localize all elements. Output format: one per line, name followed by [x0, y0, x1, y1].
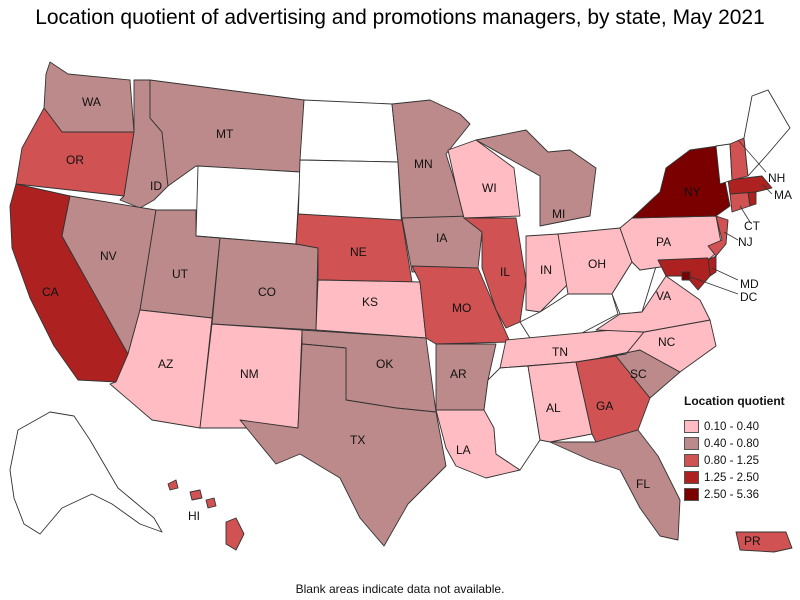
label-nv: NV	[100, 249, 117, 263]
state-il	[463, 217, 527, 329]
label-mi: MI	[552, 207, 565, 221]
us-state-map: WA OR CA ID NV MT UT AZ CO NM NE KS OK T…	[9, 61, 793, 553]
legend-label: 0.40 - 0.80	[704, 437, 759, 450]
legend-swatch	[684, 471, 699, 484]
label-wa: WA	[82, 95, 101, 109]
label-ut: UT	[172, 267, 189, 281]
state-in	[525, 233, 569, 313]
state-wy	[195, 165, 301, 245]
legend-label: 2.50 - 5.36	[704, 488, 759, 501]
legend: Location quotient 0.10 - 0.40 0.40 - 0.8…	[684, 394, 796, 503]
state-hi-4	[225, 517, 245, 551]
label-tx: TX	[350, 433, 365, 447]
state-ak	[9, 411, 163, 535]
label-ne: NE	[350, 245, 367, 259]
legend-label: 1.25 - 2.50	[704, 471, 759, 484]
legend-item: 1.25 - 2.50	[684, 469, 796, 486]
legend-item: 0.40 - 0.80	[684, 435, 796, 452]
label-mn: MN	[414, 157, 433, 171]
state-ny	[631, 145, 731, 219]
label-fl: FL	[636, 477, 650, 491]
state-az	[109, 309, 213, 429]
label-la: LA	[456, 443, 471, 457]
label-wi: WI	[482, 181, 497, 195]
state-pr	[735, 531, 793, 553]
state-co	[211, 237, 319, 331]
state-me	[743, 89, 791, 177]
legend-swatch	[684, 454, 699, 467]
label-ga: GA	[596, 399, 613, 413]
label-mo: MO	[452, 301, 471, 315]
label-id: ID	[150, 179, 162, 193]
legend-item: 2.50 - 5.36	[684, 486, 796, 503]
label-ny: NY	[684, 185, 701, 199]
label-mt: MT	[216, 127, 234, 141]
legend-item: 0.80 - 1.25	[684, 452, 796, 469]
label-al: AL	[546, 401, 561, 415]
label-nj: NJ	[738, 235, 753, 249]
label-pa: PA	[656, 235, 671, 249]
state-ct	[729, 191, 751, 213]
label-oh: OH	[588, 257, 606, 271]
state-tx	[239, 343, 447, 547]
label-ok: OK	[376, 357, 393, 371]
footnote: Blank areas indicate data not available.	[295, 582, 505, 596]
label-nh: NH	[768, 171, 785, 185]
label-ca: CA	[42, 285, 59, 299]
label-nc: NC	[658, 335, 676, 349]
legend-item: 0.10 - 0.40	[684, 418, 796, 435]
state-hi-3	[205, 497, 217, 509]
legend-swatch	[684, 437, 699, 450]
legend-swatch	[684, 488, 699, 501]
state-mn	[391, 99, 471, 221]
label-pr: PR	[744, 534, 761, 548]
state-mo	[411, 265, 511, 345]
state-fl	[549, 429, 681, 541]
label-il: IL	[500, 265, 510, 279]
label-ma: MA	[774, 188, 792, 202]
state-ks	[315, 279, 427, 339]
label-in: IN	[540, 263, 552, 277]
state-va	[595, 275, 711, 333]
label-sc: SC	[630, 367, 647, 381]
state-dc	[681, 271, 691, 281]
state-ma	[727, 175, 773, 195]
label-va: VA	[656, 289, 671, 303]
legend-title: Location quotient	[684, 394, 785, 408]
state-al	[527, 361, 593, 443]
legend-label: 0.80 - 1.25	[704, 454, 759, 467]
legend-label: 0.10 - 0.40	[704, 420, 759, 433]
label-md: MD	[740, 277, 759, 291]
state-hi-1	[167, 479, 179, 491]
state-nd	[299, 99, 399, 163]
label-nm: NM	[240, 367, 259, 381]
state-ia	[401, 215, 483, 273]
label-or: OR	[66, 153, 84, 167]
label-co: CO	[258, 285, 276, 299]
state-mi	[475, 129, 597, 227]
map-title: Location quotient of advertising and pro…	[35, 6, 765, 29]
label-ar: AR	[450, 367, 467, 381]
legend-swatch	[684, 420, 699, 433]
label-ia: IA	[436, 231, 447, 245]
label-tn: TN	[552, 345, 568, 359]
label-ct: CT	[744, 219, 761, 233]
label-dc: DC	[740, 290, 758, 304]
label-az: AZ	[158, 357, 173, 371]
label-ks: KS	[362, 295, 378, 309]
label-hi: HI	[188, 509, 200, 523]
state-hi-2	[189, 489, 203, 501]
